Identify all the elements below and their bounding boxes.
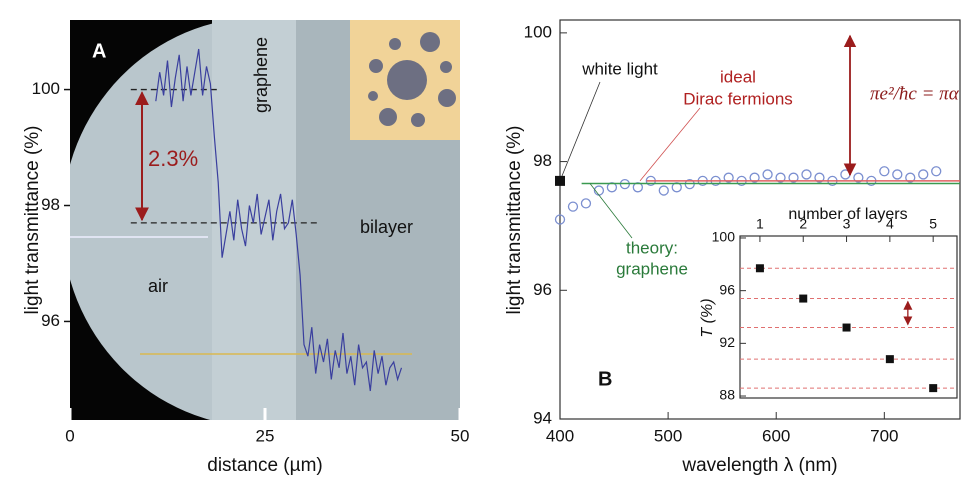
data-point (892, 169, 903, 180)
x-tick-label: 700 (870, 426, 898, 445)
y-axis-label: light transmittance (%) (22, 125, 43, 314)
photo (70, 20, 460, 420)
data-point (749, 172, 760, 183)
data-point (799, 294, 808, 303)
data-point (762, 169, 773, 180)
inset-frame (739, 235, 958, 399)
data-point (929, 384, 938, 393)
data-point (931, 166, 942, 177)
annotation: graphene (616, 259, 688, 278)
plots: 0 25 50 96 98 100 400 500 600 700 94 96 98 100 1 2 3 4 5 88… (32, 19, 961, 445)
y-tick-label: 94 (533, 408, 552, 427)
data-point (755, 264, 764, 273)
data-point (723, 172, 734, 183)
annotation: bilayer (360, 217, 413, 237)
x-axis-label: distance (µm) (207, 455, 322, 476)
x-axis-label: wavelength λ (nm) (681, 455, 837, 476)
annotation: ideal (720, 67, 756, 86)
inset-title: number of layers (788, 206, 907, 223)
annotation: 2.3% (148, 146, 198, 171)
data-point (658, 185, 669, 196)
x-tick-label: 5 (929, 216, 937, 232)
annotation: graphene (251, 37, 271, 113)
y-tick-label: 98 (533, 151, 552, 170)
x-tick-label: 4 (886, 216, 894, 232)
data-point (554, 214, 566, 225)
data-point (840, 169, 851, 180)
data-point (580, 198, 592, 209)
y-tick-label: 96 (533, 280, 552, 299)
y-axis-label: light transmittance (%) (504, 125, 525, 314)
x-tick-label: 1 (756, 216, 764, 232)
data-point (842, 323, 851, 332)
white-light-point (555, 175, 565, 186)
y-tick-label: 96 (41, 311, 60, 330)
annotation: Dirac fermions (683, 89, 793, 108)
y-tick-label: 100 (524, 22, 552, 41)
leader (559, 81, 601, 182)
data-point (879, 166, 890, 177)
annotation: air (148, 276, 168, 296)
data-point (853, 172, 864, 183)
y-tick-label: 92 (719, 334, 735, 350)
y-tick-label: 100 (712, 229, 736, 245)
x-tick-label: 25 (256, 426, 275, 445)
data-point (801, 169, 812, 180)
leader (589, 183, 633, 239)
y-tick-label: 98 (41, 195, 60, 214)
x-tick-label: 0 (65, 426, 74, 445)
data-point (918, 169, 929, 180)
inset-y-label: T (%) (699, 298, 716, 337)
x-tick-label: 500 (654, 426, 682, 445)
annotations: A 2.3% graphene bilayer air light transm… (22, 37, 960, 476)
x-tick-label: 50 (451, 426, 470, 445)
y-tick-label: 100 (32, 79, 60, 98)
annotation: white light (581, 59, 658, 78)
x-tick-label: 400 (546, 426, 574, 445)
data-point (814, 172, 825, 183)
data-point (885, 355, 894, 364)
data-point (775, 172, 786, 183)
x-tick-label: 3 (843, 216, 851, 232)
formula: πe²/ħc = πα (870, 83, 960, 104)
panel-label: B (598, 368, 612, 390)
trace (155, 48, 403, 392)
y-tick-label: 96 (719, 281, 735, 297)
plot-frame (559, 19, 961, 420)
x-tick-label: 2 (799, 216, 807, 232)
data-point (905, 172, 916, 183)
x-tick-label: 600 (762, 426, 790, 445)
leader (639, 107, 701, 182)
data-point (567, 201, 579, 212)
y-tick-label: 88 (719, 387, 735, 403)
data-point (788, 172, 799, 183)
panel-label: A (92, 40, 106, 62)
annotation: theory: (626, 238, 678, 257)
